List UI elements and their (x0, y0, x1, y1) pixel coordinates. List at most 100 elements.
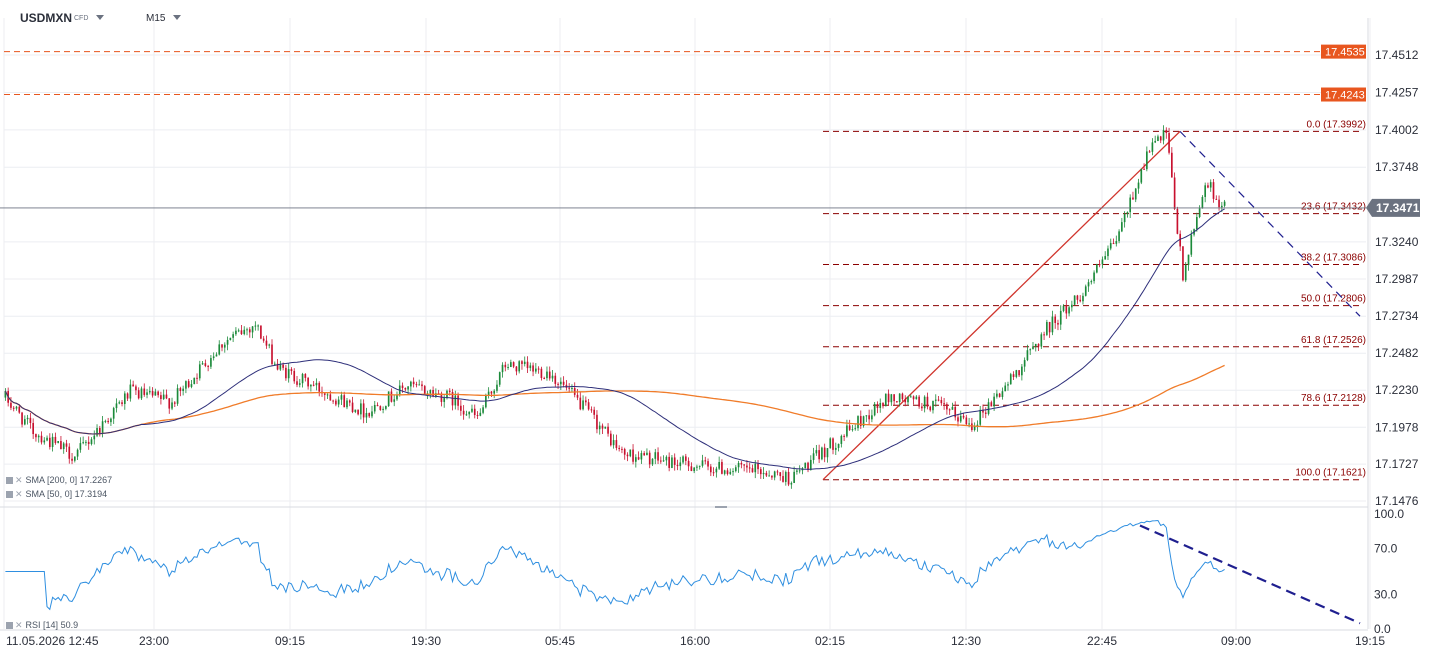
candle-body (1129, 197, 1132, 213)
candle-body (518, 361, 521, 372)
indicator-settings-icon[interactable] (6, 622, 13, 629)
indicator-settings-icon[interactable] (6, 491, 13, 498)
candle-body (160, 395, 162, 400)
candle-body (832, 438, 834, 450)
candle-body (1162, 130, 1165, 141)
candle-body (512, 362, 515, 367)
candle-body (43, 440, 46, 443)
candle-body (357, 409, 359, 415)
candle-body (1109, 243, 1112, 249)
candle-body (157, 391, 159, 396)
candle-body (376, 404, 379, 407)
timeframe-label[interactable]: M15 (146, 13, 166, 24)
candle-body (665, 456, 668, 461)
candle-body (715, 468, 718, 473)
candle-body (787, 471, 790, 485)
candle-body (987, 402, 990, 414)
candle-body (496, 384, 498, 391)
candle-body (762, 472, 765, 475)
candle-body (1059, 310, 1062, 325)
candle-body (232, 334, 234, 338)
close-icon[interactable]: ✕ (15, 475, 23, 485)
candle-body (562, 381, 565, 385)
candle-body (568, 387, 571, 389)
candle-body (307, 377, 309, 387)
candle-body (285, 367, 287, 379)
time-axis-tick-label: 19:15 (1355, 634, 1385, 648)
candle-body (1171, 152, 1173, 178)
candle-body (210, 358, 212, 367)
candle-body (260, 325, 262, 339)
fibonacci-level-label: 50.0 (17.2806) (1301, 294, 1366, 305)
indicator-settings-icon[interactable] (6, 477, 13, 484)
candle-body (998, 393, 1001, 397)
timeframe-dropdown-icon[interactable] (173, 15, 181, 20)
candle-body (812, 453, 815, 460)
candle-body (1040, 334, 1043, 347)
sma200-legend: ✕ SMA [200, 0] 17.2267 (6, 475, 112, 486)
candle-body (1204, 185, 1207, 197)
candle-body (640, 453, 643, 460)
candle-body (76, 449, 79, 457)
close-icon[interactable]: ✕ (15, 489, 23, 499)
candle-body (1090, 281, 1093, 283)
candle-body (32, 423, 34, 435)
candle-body (1221, 205, 1223, 208)
candle-body (829, 438, 832, 449)
candle-body (623, 449, 626, 455)
last-price-badge (1366, 198, 1420, 217)
candle-body (107, 420, 109, 423)
candle-body (229, 337, 232, 340)
candle-body (265, 340, 268, 346)
candle-body (879, 403, 882, 408)
candle-body (771, 475, 773, 478)
candle-body (676, 464, 679, 467)
candle-body (412, 381, 415, 385)
symbol-dropdown-icon[interactable] (96, 15, 104, 20)
candle-body (1126, 212, 1129, 214)
candle-body (618, 447, 620, 449)
candle-body (373, 404, 376, 412)
candle-body (846, 425, 848, 437)
symbol-label[interactable]: USDMXN (20, 11, 73, 25)
candle-body (543, 377, 546, 379)
candle-body (815, 450, 818, 454)
close-icon[interactable]: ✕ (15, 620, 23, 630)
candle-body (351, 402, 354, 412)
candle-body (643, 453, 645, 456)
candle-body (187, 381, 190, 387)
time-axis-tick-label: 09:15 (275, 634, 305, 648)
candle-body (1021, 366, 1023, 376)
candle-body (110, 418, 112, 423)
candle-body (196, 377, 198, 379)
candle-body (1065, 305, 1068, 314)
fibonacci-level-label: 0.0 (17.3992) (1307, 119, 1367, 130)
candle-body (1154, 140, 1157, 143)
candle-body (1140, 168, 1143, 183)
candle-body (1082, 295, 1084, 302)
candle-body (740, 462, 743, 465)
candle-body (932, 400, 934, 411)
candle-body (1212, 182, 1215, 199)
symbol-type-label: CFD (74, 15, 89, 22)
candle-body (73, 456, 76, 461)
price-level-badge (1321, 87, 1366, 102)
candle-body (112, 408, 115, 419)
candle-body (1179, 233, 1182, 247)
candle-body (510, 362, 512, 368)
candle-body (454, 395, 457, 406)
time-axis-tick-label: 22:45 (1087, 634, 1117, 648)
candle-body (882, 403, 884, 407)
candle-body (848, 425, 851, 430)
candle-body (909, 396, 912, 398)
candle-body (1223, 201, 1226, 206)
candle-body (493, 390, 496, 394)
candle-body (657, 452, 659, 461)
candle-body (901, 393, 904, 400)
candle-body (276, 363, 279, 370)
candle-body (940, 400, 943, 404)
rsi-legend: ✕ RSI [14] 50.9 (6, 620, 78, 631)
candle-body (865, 415, 868, 417)
candle-body (371, 411, 373, 417)
